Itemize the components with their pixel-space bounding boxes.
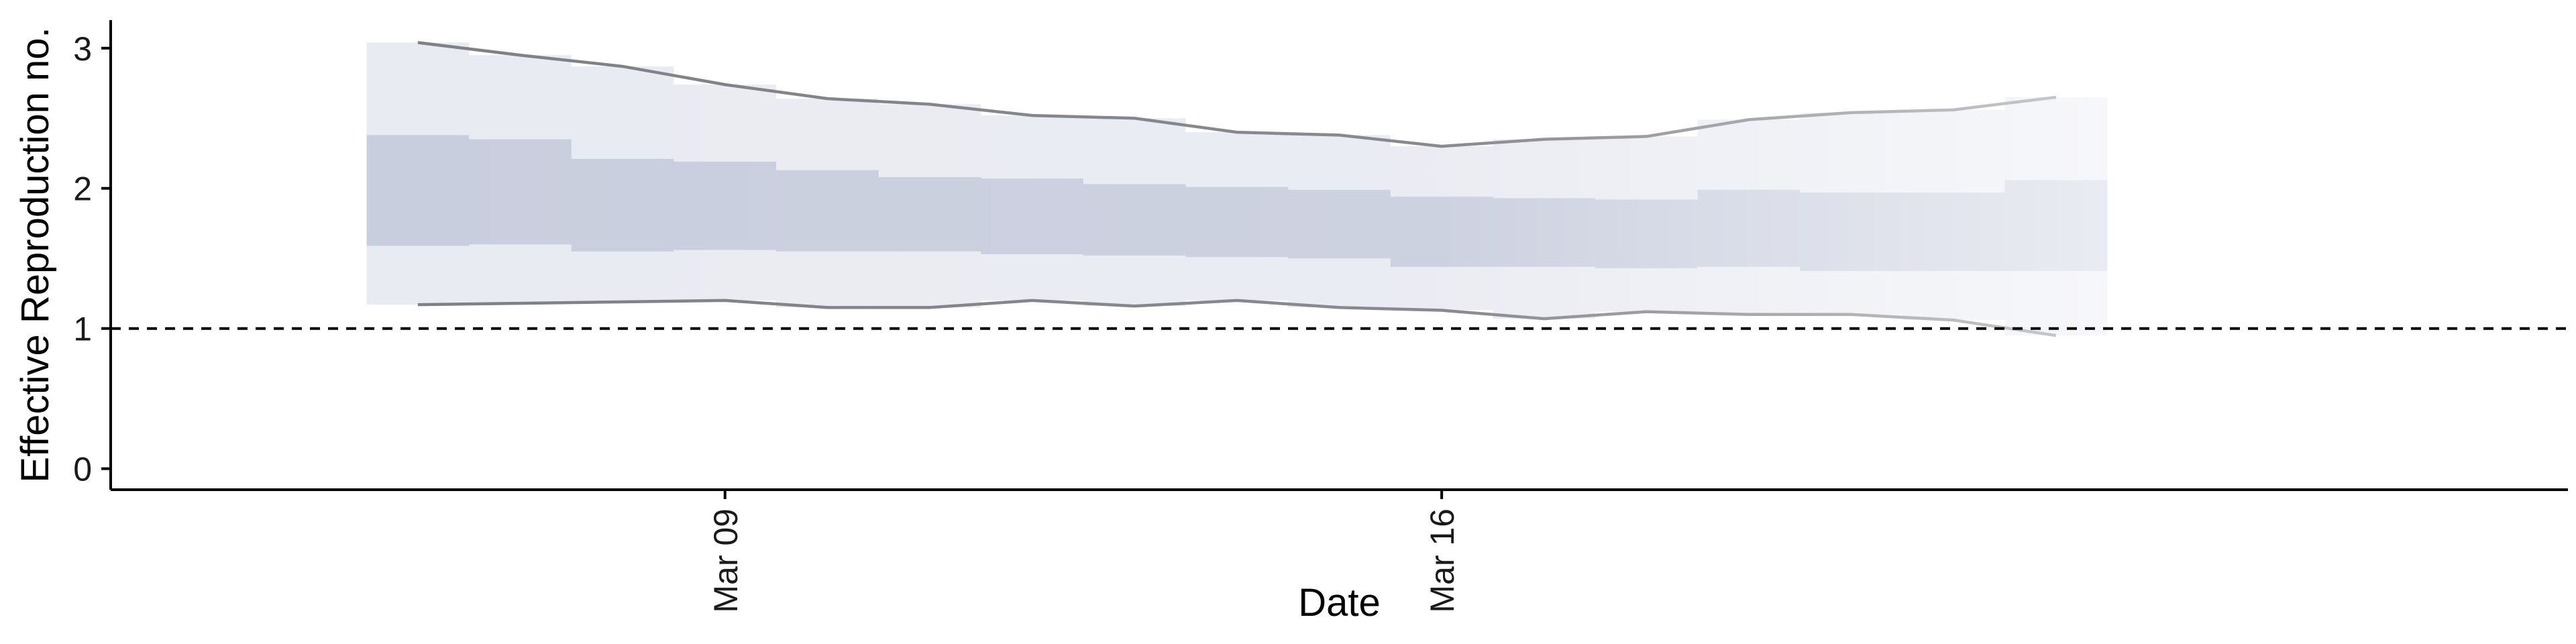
y-tick-label: 0	[73, 451, 92, 488]
axes	[109, 20, 2568, 491]
y-tick-label: 2	[73, 170, 92, 208]
x-tick-label: Mar 16	[1424, 508, 1461, 613]
y-axis-title: Effective Reproduction no.	[13, 27, 57, 482]
x-tick-label: Mar 09	[707, 508, 745, 613]
x-ticks: Mar 09 Mar 16	[707, 490, 1461, 613]
forecast-fade-overlay	[366, 20, 2108, 490]
y-ticks: 0 1 2 3	[73, 30, 111, 488]
y-tick-label: 1	[73, 311, 92, 348]
x-axis-title: Date	[1298, 581, 1381, 625]
y-tick-label: 3	[73, 30, 92, 68]
